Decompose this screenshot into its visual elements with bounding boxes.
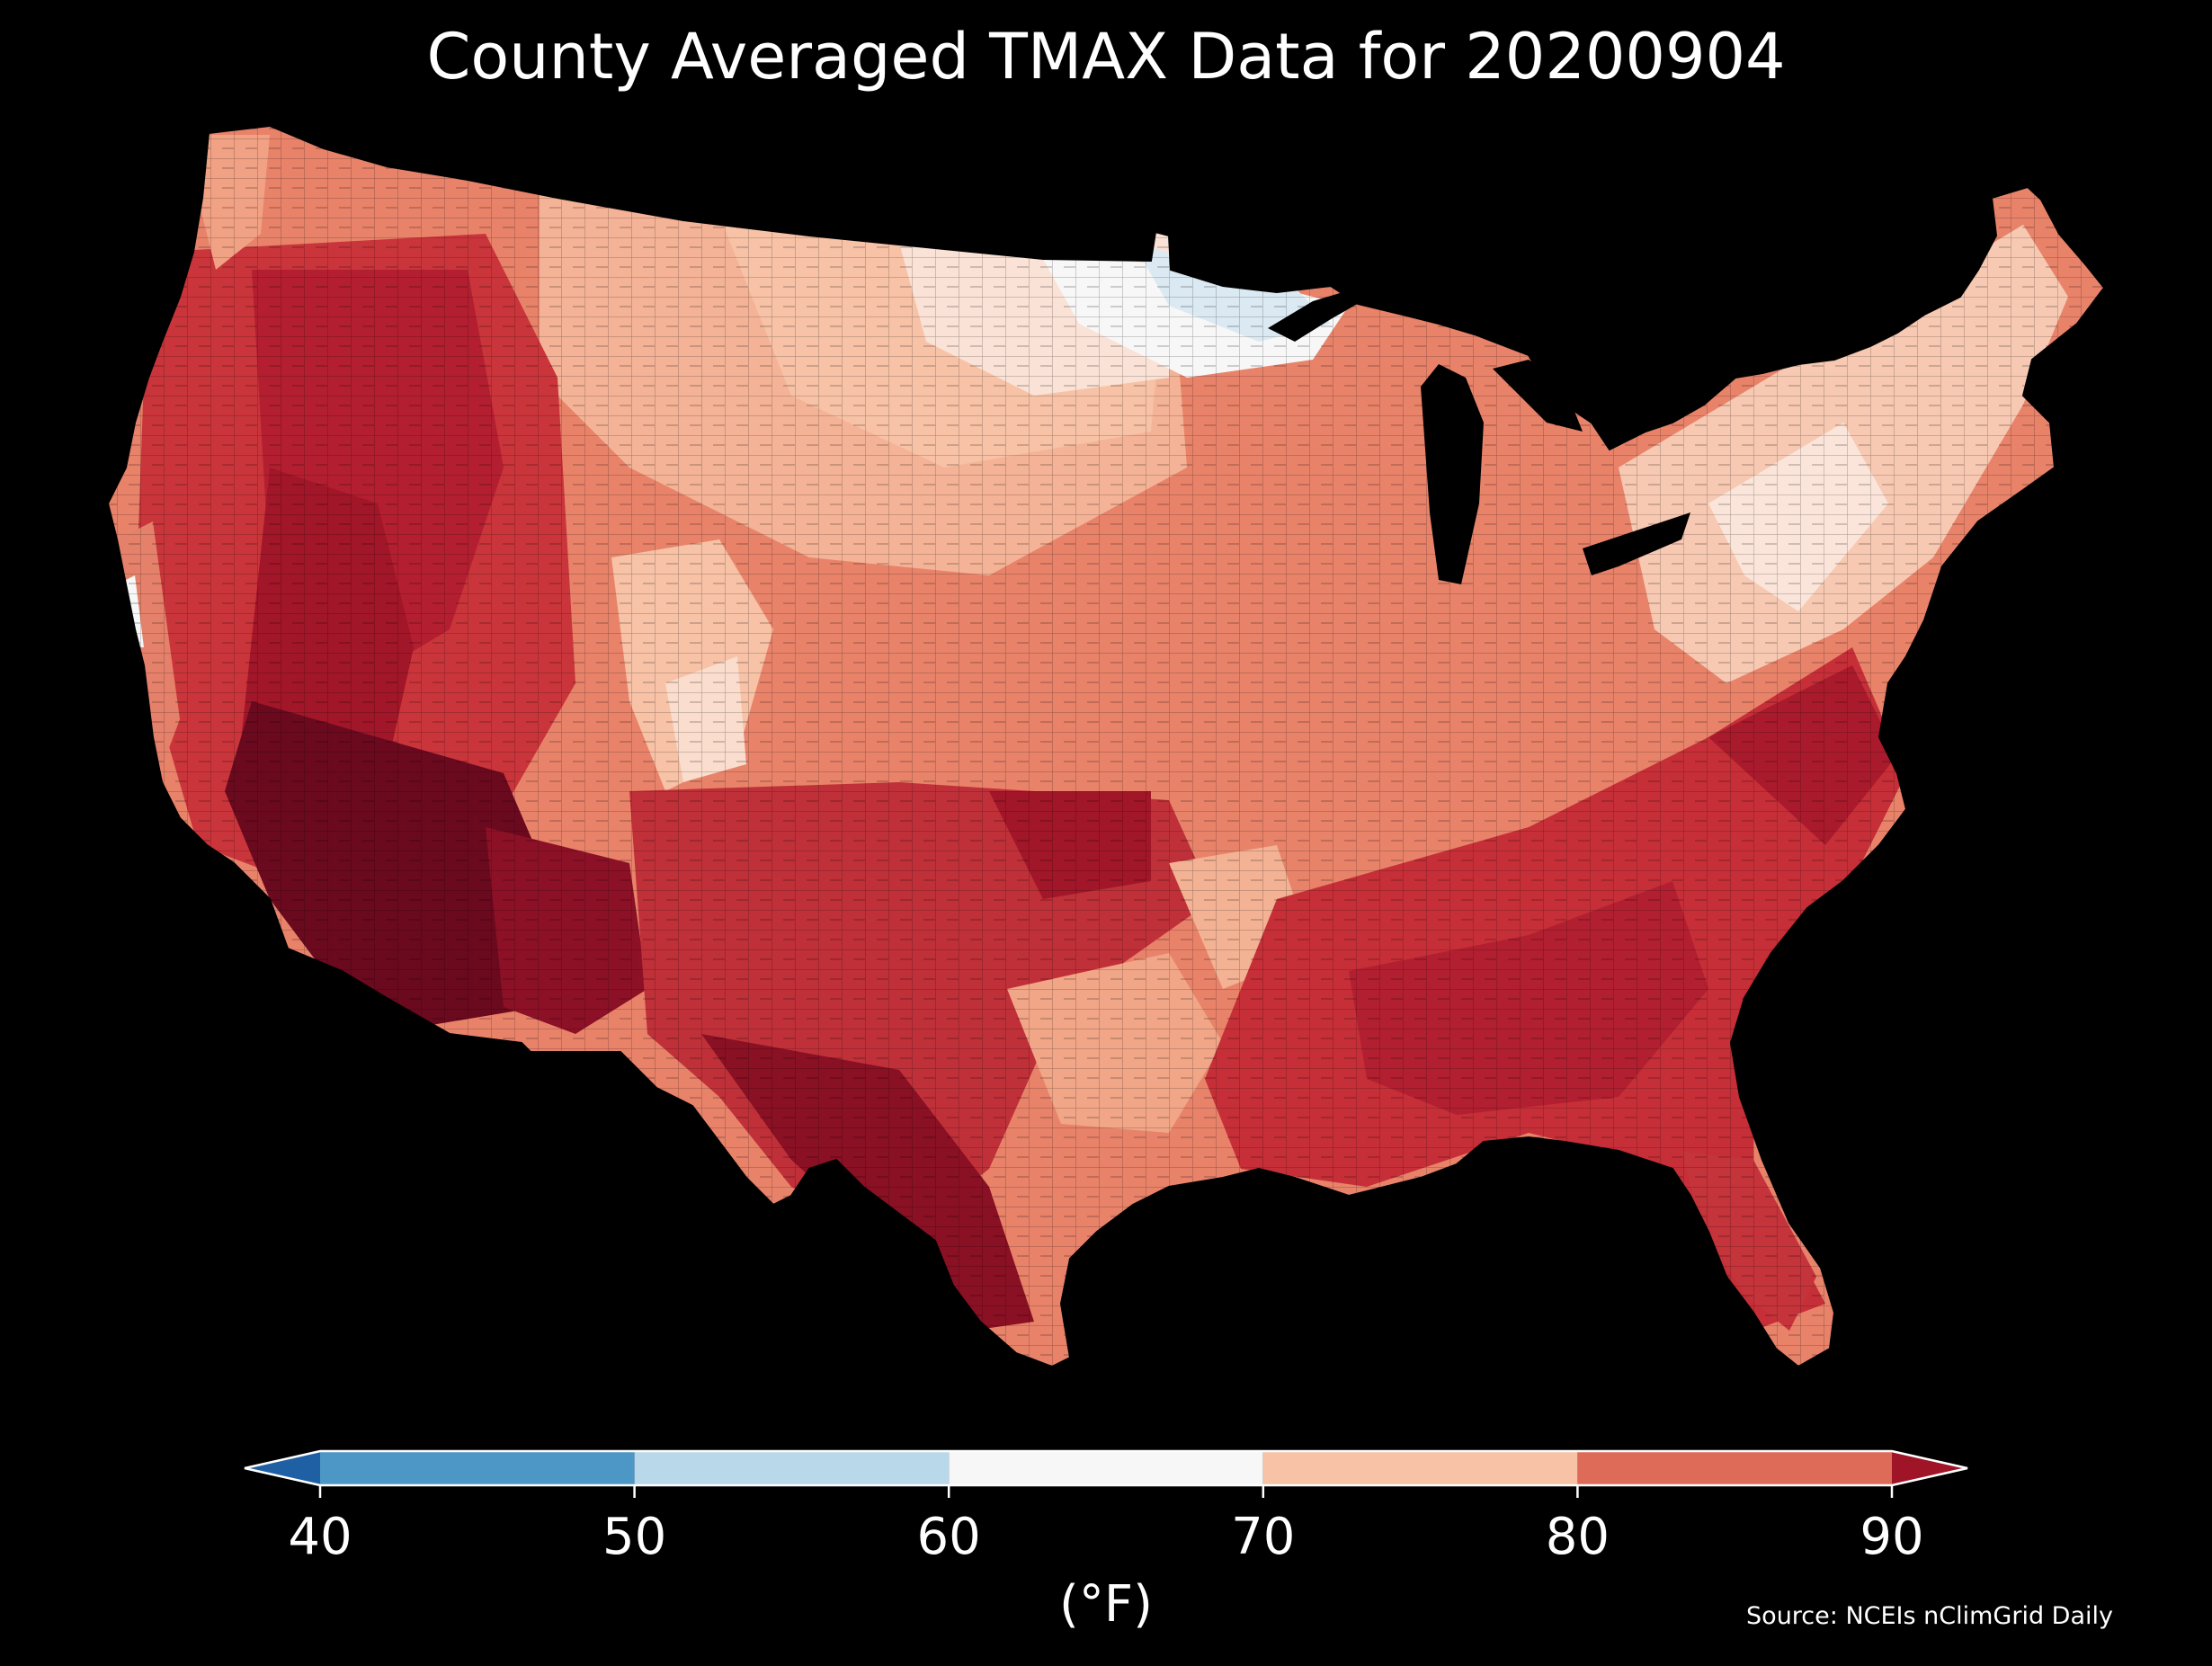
colorbar-tick-label: 50 — [602, 1508, 667, 1566]
colorbar-bin-4 — [1577, 1451, 1892, 1485]
colorbar-tick-label: 70 — [1231, 1508, 1296, 1566]
conus-outline — [106, 124, 2106, 1368]
colorbar-tick-label: 80 — [1545, 1508, 1610, 1566]
great-lakes — [1268, 288, 1690, 584]
colorbar-bin-2 — [949, 1451, 1263, 1485]
source-credit: Source: NCEIs nClimGrid Daily — [1746, 1602, 2113, 1630]
colorbar-bin-1 — [634, 1451, 950, 1485]
chart-title: County Averaged TMAX Data for 20200904 — [426, 20, 1786, 94]
colorbar-bin-3 — [1262, 1451, 1578, 1485]
colorbar — [244, 1449, 1968, 1498]
colorbar-tick-label: 60 — [916, 1508, 981, 1566]
colorbar-under-arrow — [245, 1451, 320, 1485]
colorbar-tick-label: 40 — [288, 1508, 352, 1566]
colorbar-tick-label: 90 — [1860, 1508, 1924, 1566]
colorbar-units-label: (°F) — [1059, 1575, 1153, 1634]
colorbar-over-arrow — [1892, 1451, 1967, 1485]
colorbar-bin-0 — [320, 1451, 635, 1485]
